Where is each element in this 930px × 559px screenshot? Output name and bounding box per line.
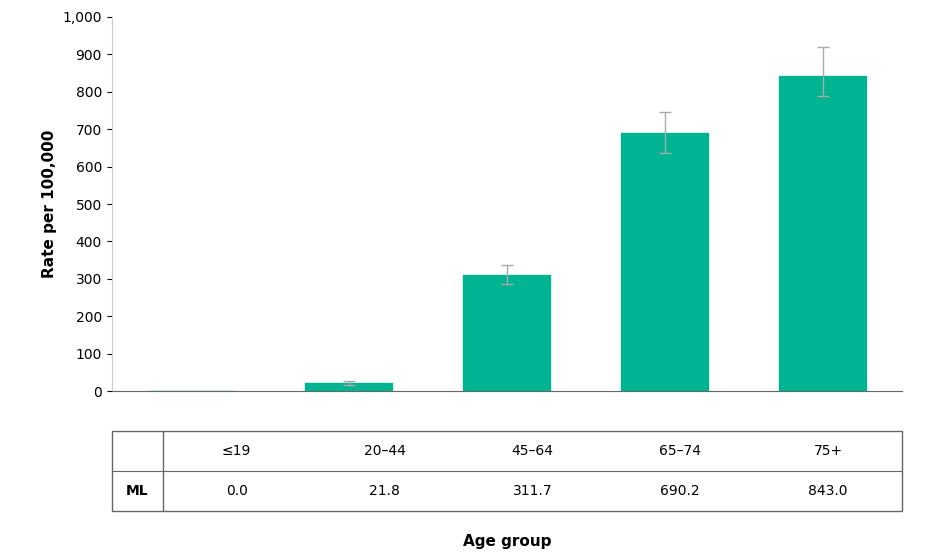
Bar [463,274,551,391]
Bar [779,75,866,391]
Text: 690.2: 690.2 [660,484,700,499]
Text: ≤19: ≤19 [222,444,251,458]
Text: 65–74: 65–74 [659,444,701,458]
Text: 75+: 75+ [814,444,843,458]
Text: 311.7: 311.7 [512,484,552,499]
Text: ML: ML [126,484,149,499]
Text: 0.0: 0.0 [226,484,247,499]
Text: 21.8: 21.8 [369,484,400,499]
Text: 843.0: 843.0 [808,484,848,499]
Text: Age group: Age group [462,534,551,549]
Text: 45–64: 45–64 [512,444,553,458]
Y-axis label: Rate per 100,000: Rate per 100,000 [42,130,57,278]
Bar [621,133,709,391]
Bar [305,383,392,391]
Text: 20–44: 20–44 [364,444,405,458]
